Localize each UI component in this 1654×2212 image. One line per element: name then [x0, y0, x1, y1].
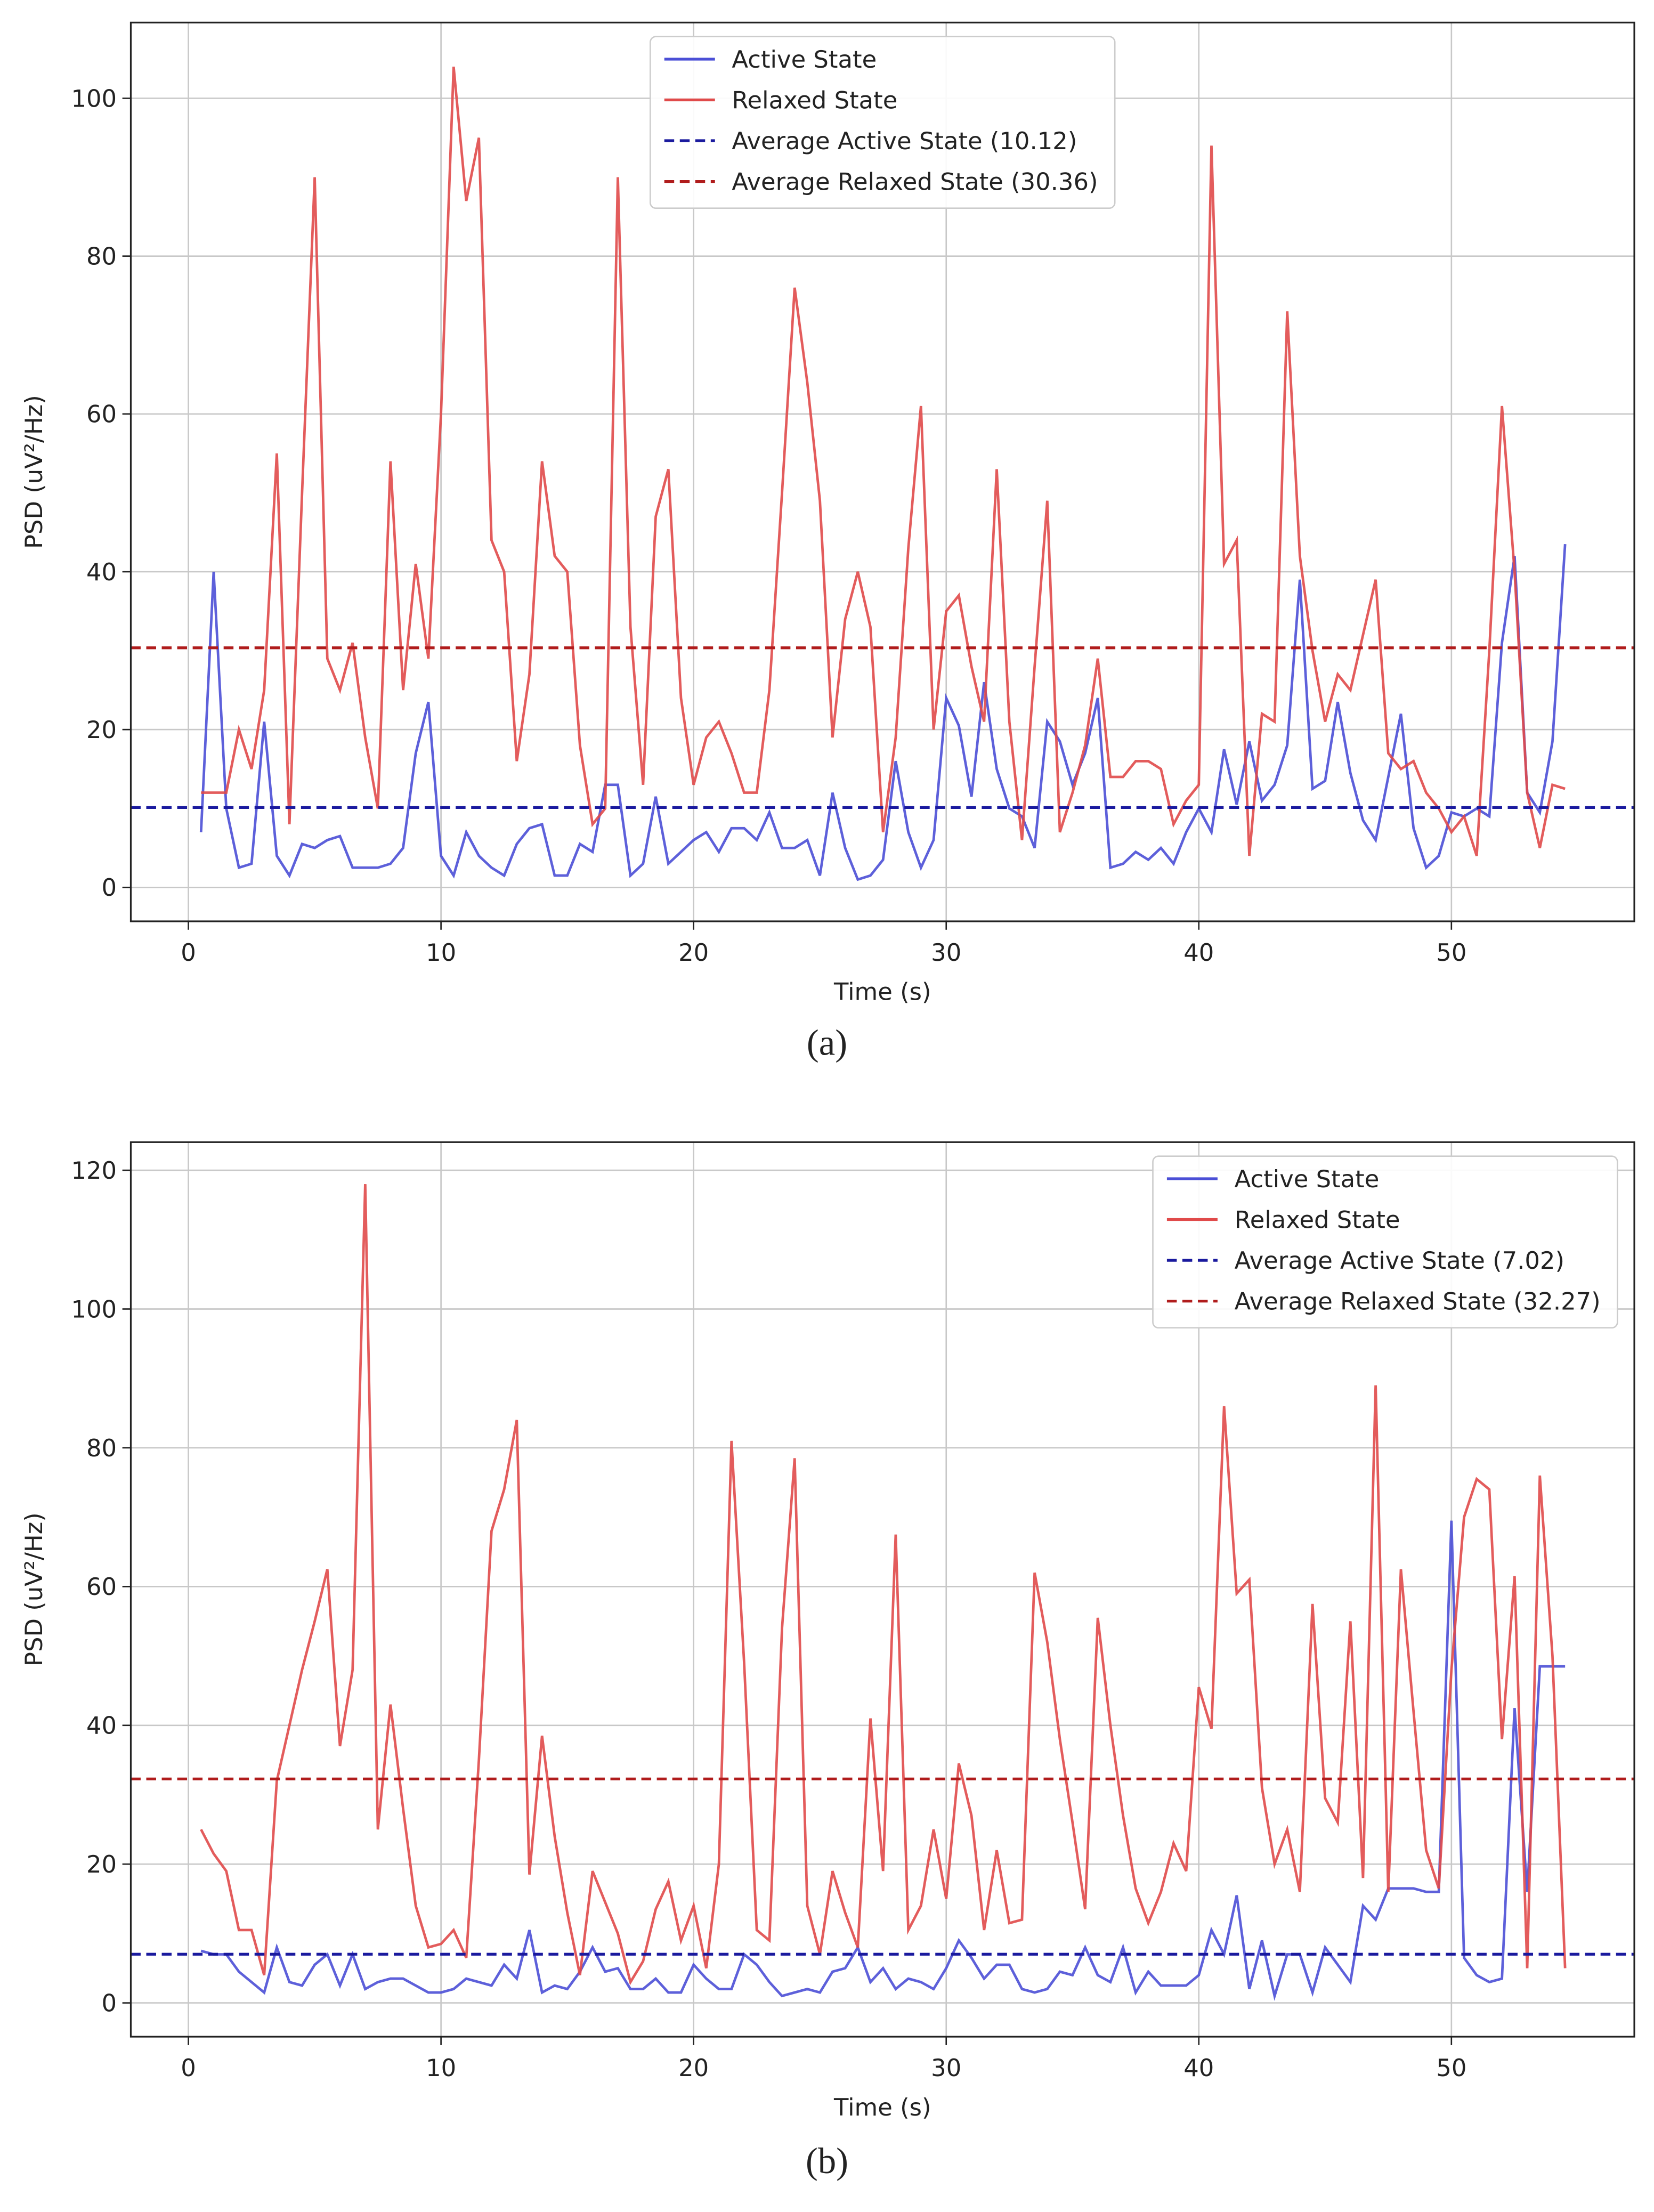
legend-label: Relaxed State	[732, 86, 897, 114]
legend-label: Active State	[732, 45, 877, 74]
series-line	[200, 1520, 1566, 2001]
y-tick-label: 80	[86, 242, 117, 270]
y-tick-label: 100	[71, 1295, 117, 1323]
y-tick-label: 60	[86, 1573, 117, 1601]
caption: (a)	[807, 1023, 847, 1063]
legend-label: Average Relaxed State (32.27)	[1235, 1287, 1601, 1315]
legend: Active State Relaxed State Average Active …	[650, 36, 1116, 209]
legend-label: Average Active State (10.12)	[732, 127, 1077, 155]
y-tick-label: 80	[86, 1434, 117, 1462]
legend-label: Active State	[1235, 1165, 1380, 1193]
series-line	[200, 1184, 1567, 1986]
x-tick-label: 10	[426, 938, 456, 967]
x-tick-label: 30	[931, 2054, 961, 2082]
x-tick-label: 50	[1436, 2054, 1466, 2082]
plot-frame	[129, 21, 1635, 922]
x-tick-label: 40	[1183, 2054, 1214, 2082]
x-axis-label: Time (s)	[833, 978, 931, 1006]
x-tick-label: 50	[1436, 938, 1466, 967]
y-tick-label: 120	[71, 1156, 117, 1185]
y-tick-label: 0	[102, 1989, 117, 2017]
y-tick-label: 40	[86, 558, 117, 586]
x-tick-label: 30	[931, 938, 961, 967]
y-tick-label: 20	[86, 716, 117, 744]
y-axis-label: PSD (uV²/Hz)	[20, 1512, 48, 1666]
caption: (b)	[806, 2141, 848, 2181]
x-tick-label: 40	[1183, 938, 1214, 967]
x-tick-label: 0	[181, 2054, 196, 2082]
y-tick-label: 0	[102, 873, 117, 902]
y-tick-label: 100	[71, 84, 117, 112]
legend-label: Relaxed State	[1235, 1205, 1400, 1234]
x-tick-label: 0	[181, 938, 196, 967]
plot-frame	[129, 1141, 1635, 2038]
legend-label: Average Relaxed State (30.36)	[732, 167, 1098, 196]
x-axis-label: Time (s)	[833, 2093, 931, 2121]
legend-box	[650, 36, 1116, 209]
x-tick-label: 20	[678, 2054, 709, 2082]
y-tick-label: 20	[86, 1850, 117, 1878]
legend: Active State Relaxed State Average Active …	[1152, 1155, 1618, 1329]
series-line	[199, 544, 1567, 881]
y-axis-label: PSD (uV²/Hz)	[20, 395, 48, 549]
x-tick-label: 20	[678, 938, 709, 967]
series-line	[201, 67, 1566, 856]
x-tick-label: 10	[426, 2054, 456, 2082]
legend-label: Average Active State (7.02)	[1235, 1246, 1564, 1275]
y-tick-label: 40	[86, 1712, 117, 1740]
y-tick-label: 60	[86, 400, 117, 428]
legend-box	[1152, 1155, 1618, 1329]
